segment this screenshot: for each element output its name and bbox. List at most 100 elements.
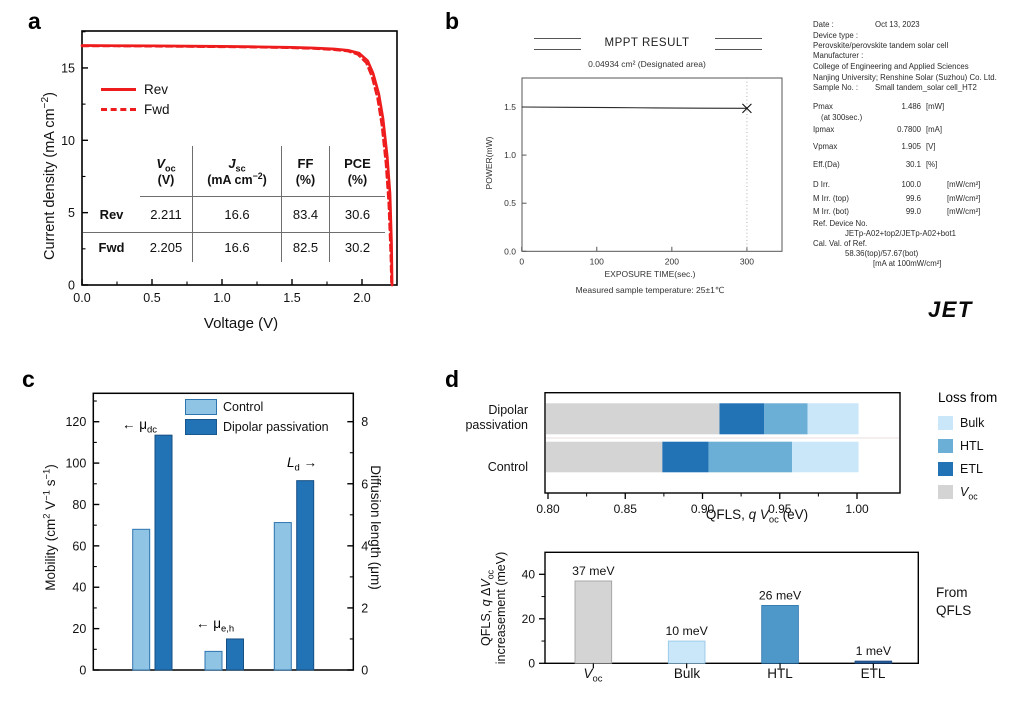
bar-control-L_d	[273, 522, 292, 671]
y-tick-label: 40	[522, 567, 536, 581]
legend-item-htl: HTL	[938, 434, 997, 457]
bar-passivation-mu_e,h	[226, 638, 244, 671]
bar-control-mu_e,h	[204, 650, 223, 671]
left-tick-label: 0	[79, 664, 86, 678]
table-cell: 82.5	[282, 233, 330, 262]
panel-label-d: d	[445, 366, 460, 392]
left-tick-label: 100	[65, 457, 86, 471]
right-tick-label: 8	[361, 415, 368, 429]
table-row-label-fwd: Fwd	[98, 240, 125, 255]
certificate-line: Date : Oct 13, 2023	[813, 20, 920, 29]
jv-xlabel: Voltage (V)	[203, 315, 279, 332]
left-tick-label: 120	[65, 415, 86, 429]
mobility-chart: 0 20 40 60 80 100 120 0 2 4 6 8	[65, 392, 368, 678]
title-rule-right-bottom	[715, 49, 762, 50]
legend-item-control: Control	[185, 397, 329, 417]
certificate-line: D Irr. 100.0 [mW/cm²]	[813, 180, 981, 189]
x-tick-label: 300	[740, 256, 754, 266]
jet-logo: JET	[928, 297, 973, 322]
certificate-line: (at 300sec.)	[821, 113, 863, 122]
power-series	[521, 106, 747, 109]
table-cell: 83.4	[282, 197, 330, 233]
bar-value-label: 37 meV	[572, 564, 615, 578]
segment-bulk-passivation	[807, 403, 859, 435]
mobility-ylabel-left: Mobility (cm2 V−1 s−1)	[41, 464, 59, 591]
plot-frame	[544, 391, 901, 494]
bar-value-label: 26 meV	[759, 588, 802, 602]
left-tick-label: 40	[72, 581, 86, 595]
stack-category-passivation: Dipolar passivation	[465, 403, 528, 432]
certificate-line: 58.36(top)/57.67(bot)	[845, 249, 919, 258]
title-rule-left-top	[534, 38, 581, 39]
mobility-ylabel-right: Diffusion length (μm)	[368, 465, 383, 590]
segment-etl-control	[662, 441, 709, 473]
mppt-xlabel: EXPOSURE TIME(sec.)	[604, 269, 696, 279]
x-tick-label: 0.85	[614, 502, 638, 516]
legend-label-bulk: Bulk	[960, 415, 985, 430]
gain-category-bulk: Bulk	[673, 666, 701, 681]
table-cell: 2.211	[140, 197, 193, 233]
panel-label-b: b	[445, 8, 460, 34]
jv-ylabel: Current density (mA cm−2)	[40, 92, 58, 260]
certificate-text-block: Date : Oct 13, 2023 Device type : Perovskit…	[813, 20, 1015, 269]
qfls-gain-chart: 0 20 40 37 meV 10 meV 26 meV 1 meV	[522, 551, 919, 670]
jv-legend: Rev Fwd	[101, 79, 170, 119]
mobility-legend: Control Dipolar passivation	[185, 397, 329, 437]
table-header-ff: FF (%)	[282, 146, 330, 197]
gain-bar-2	[761, 605, 799, 664]
certificate-line: Eff.(Da) 30.1 [%]	[813, 160, 938, 169]
x-tick-label: 0.5	[143, 291, 160, 305]
table-row-label-rev: Rev	[83, 197, 140, 233]
from-qfls-note: From QFLS	[936, 585, 972, 618]
htl-swatch	[938, 438, 953, 453]
mppt-ylabel: POWER(mW)	[484, 136, 494, 190]
certificate-line: Pmax 1.486 [mW]	[813, 102, 945, 111]
certificate-line: Ref. Device No.	[813, 219, 868, 228]
title-rule-right-top	[715, 38, 762, 39]
legend-item-passivation: Dipolar passivation	[185, 417, 329, 437]
gain-category-voc: Voc	[583, 666, 603, 685]
x-tick-label: 2.0	[353, 291, 370, 305]
etl-swatch	[938, 461, 953, 476]
table-header-jsc: Jsc (mA cm−2)	[193, 146, 282, 197]
certificate-line: Sample No. : Small tandem_solar cell_HT2	[813, 83, 977, 92]
loss-legend-title: Loss from	[938, 390, 998, 405]
control-swatch	[185, 399, 217, 415]
qfls-stacked-chart: 0.80 0.85 0.90 0.95 1.00	[536, 391, 901, 516]
certificate-line: Cal. Val. of Ref.	[813, 239, 868, 248]
gain-bar-3	[854, 660, 893, 664]
y-tick-label: 15	[61, 61, 75, 75]
right-tick-label: 0	[361, 664, 368, 678]
y-tick-label: 0.5	[504, 198, 516, 208]
bar-value-label: 10 meV	[665, 624, 708, 638]
table-cell: 30.6	[330, 197, 385, 233]
segment-bulk-control	[792, 441, 859, 473]
legend-item-voc: Voc	[938, 480, 997, 503]
panel-label-a: a	[28, 8, 41, 34]
gain-ylabel-line1: QFLS, q ΔVoc	[479, 570, 496, 646]
table-cell: 16.6	[193, 197, 282, 233]
jv-parameters-table: Voc (V) Jsc (mA cm−2) FF (%) PCE (%) Rev 2.2…	[83, 146, 385, 262]
bar-value-label: 1 meV	[856, 644, 892, 658]
segment-voc-control	[546, 441, 663, 473]
legend-item-rev: Rev	[101, 79, 170, 99]
left-tick-label: 80	[72, 498, 86, 512]
y-tick-label: 10	[61, 134, 75, 148]
gain-ylabel: QFLS, q ΔVoc increasement (meV)	[479, 533, 509, 683]
plot-frame	[544, 551, 919, 664]
legend-item-bulk: Bulk	[938, 411, 997, 434]
table-cell: 16.6	[193, 233, 282, 262]
mppt-footnote: Measured sample temperature: 25±1℃	[575, 285, 725, 295]
stack-category-control: Control	[487, 460, 528, 474]
voc-swatch	[938, 484, 953, 499]
bar-passivation-mu_dc	[154, 434, 173, 671]
table-cell: 2.205	[140, 233, 193, 262]
x-tick-label: 0	[519, 256, 524, 266]
legend-label-passivation: Dipolar passivation	[223, 420, 329, 434]
gain-bar-0	[574, 580, 613, 664]
mppt-title: MPPT RESULT	[604, 37, 690, 49]
panel-label-c: c	[22, 366, 35, 392]
certificate-line: JETp-A02+top2/JETp-A02+bot1	[845, 229, 956, 238]
x-tick-label: 200	[665, 256, 679, 266]
segment-voc-passivation	[546, 403, 720, 435]
